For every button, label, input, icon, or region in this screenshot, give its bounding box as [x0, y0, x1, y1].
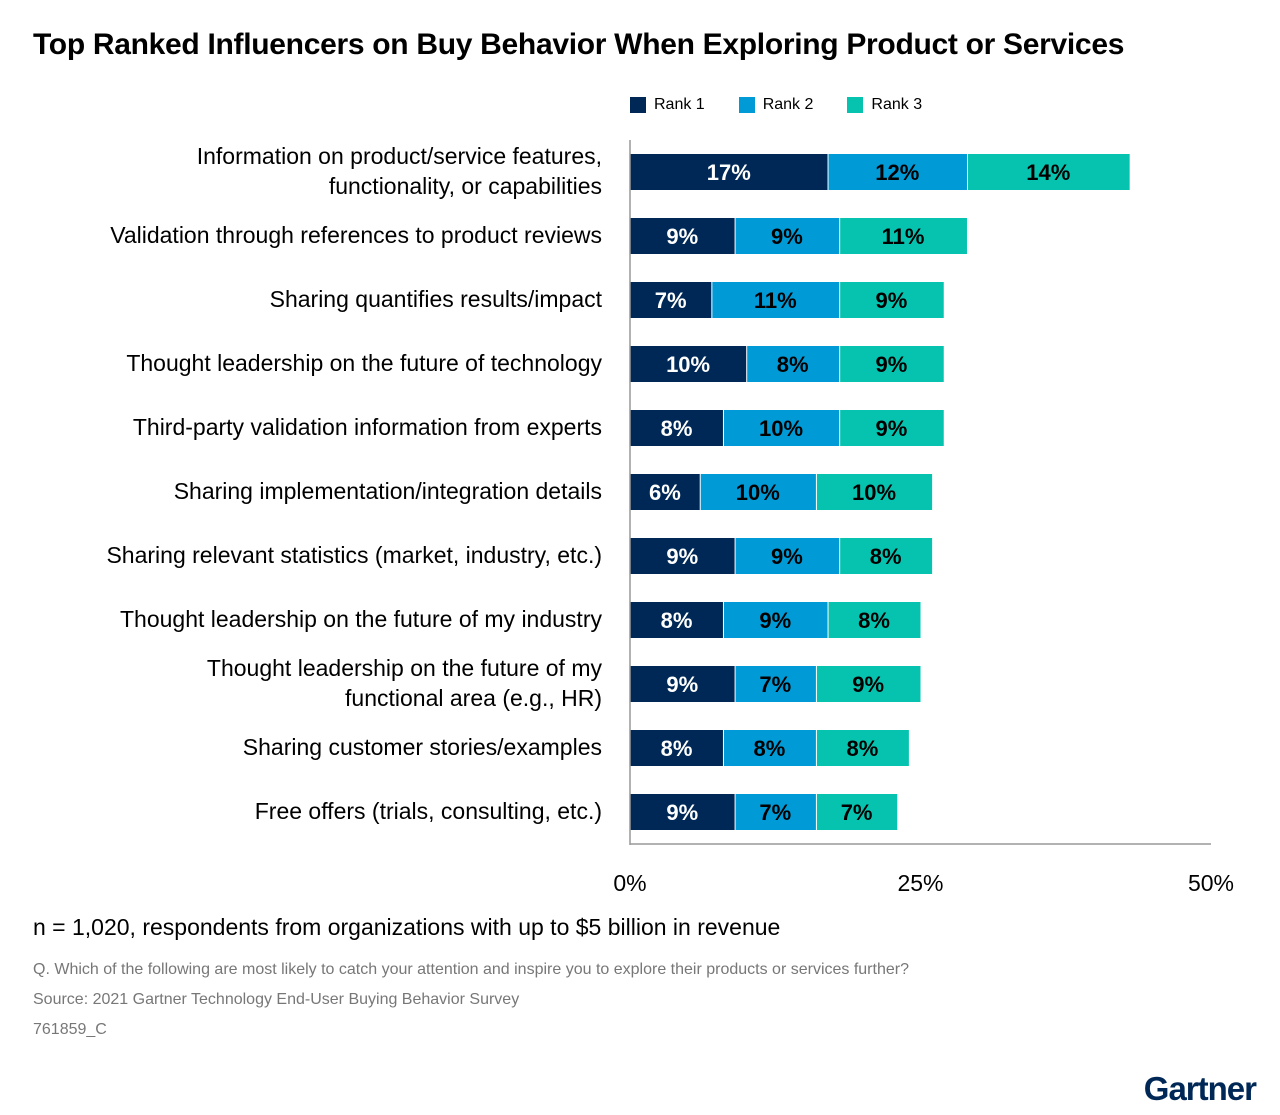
bar-segment	[723, 410, 840, 446]
x-tick-label: 50%	[1188, 870, 1234, 896]
category-label: Sharing relevant statistics (market, ind…	[106, 542, 602, 568]
gartner-logo: Gartner	[1143, 1070, 1257, 1107]
data-label: 8%	[661, 416, 693, 441]
legend-swatch	[630, 97, 646, 113]
bar-chart: Information on product/service features,…	[106, 140, 1234, 896]
bar-segment	[735, 538, 840, 574]
data-label: 8%	[661, 608, 693, 633]
category-label: Thought leadership on the future of my	[207, 655, 603, 681]
bar-segment	[828, 602, 921, 638]
category-label: Sharing quantifies results/impact	[270, 286, 603, 312]
data-label: 9%	[666, 672, 698, 697]
data-label: 9%	[876, 288, 908, 313]
bar-segment	[630, 794, 735, 830]
bar-segment	[723, 730, 816, 766]
bar-segment	[630, 218, 735, 254]
legend: Rank 1 Rank 2 Rank 3	[630, 96, 922, 114]
bar-segment	[700, 474, 816, 510]
data-label: 7%	[655, 288, 687, 313]
legend-swatch	[847, 97, 864, 113]
data-label: 8%	[858, 608, 890, 633]
category-label: Thought leadership on the future of tech…	[126, 350, 602, 376]
survey-question: Q. Which of the following are most likel…	[33, 961, 909, 978]
bar-segment	[630, 154, 828, 190]
bar-segment	[816, 794, 898, 830]
category-label: Free offers (trials, consulting, etc.)	[255, 798, 602, 824]
data-label: 8%	[847, 736, 879, 761]
data-label: 17%	[707, 160, 751, 185]
data-label: 9%	[852, 672, 884, 697]
bar-segment	[816, 666, 921, 702]
data-label: 6%	[649, 480, 681, 505]
data-label: 7%	[759, 800, 791, 825]
bar-segment	[840, 282, 944, 318]
data-label: 9%	[771, 224, 803, 249]
data-label: 11%	[882, 224, 925, 249]
data-label: 10%	[852, 480, 896, 505]
bar-segment	[747, 346, 840, 382]
bar-segment	[630, 538, 735, 574]
bar-segment	[840, 410, 944, 446]
bar-segment	[630, 410, 723, 446]
data-label: 10%	[759, 416, 803, 441]
bar-segment	[630, 666, 735, 702]
bar-segment	[735, 794, 816, 830]
legend-swatch	[738, 97, 755, 113]
bar-segment	[816, 730, 909, 766]
bar-segment	[735, 218, 840, 254]
category-label: Information on product/service features,	[197, 143, 602, 169]
data-label: 10%	[736, 480, 780, 505]
bar-segment	[840, 538, 933, 574]
data-label: 11%	[754, 288, 797, 313]
bar-segment	[630, 730, 723, 766]
category-label: functional area (e.g., HR)	[345, 685, 602, 711]
bar-segment	[630, 602, 723, 638]
category-label: Sharing implementation/integration detai…	[174, 478, 602, 504]
bar-segment	[840, 346, 944, 382]
bar-segment	[630, 282, 712, 318]
bar-segment	[828, 154, 967, 190]
bar-segment	[723, 602, 828, 638]
x-tick-label: 25%	[897, 870, 943, 896]
data-label: 9%	[666, 224, 698, 249]
data-label: 9%	[666, 544, 698, 569]
sample-note: n = 1,020, respondents from organization…	[33, 914, 781, 940]
figure-code: 761859_C	[33, 1021, 107, 1038]
data-label: 14%	[1026, 160, 1070, 185]
data-label: 9%	[759, 608, 791, 633]
data-label: 8%	[754, 736, 786, 761]
source-note: Source: 2021 Gartner Technology End-User…	[33, 991, 520, 1008]
bar-segment	[967, 154, 1130, 190]
chart-title: Top Ranked Influencers on Buy Behavior W…	[33, 28, 1125, 61]
data-label: 12%	[875, 160, 919, 185]
data-label: 7%	[841, 800, 873, 825]
category-label: Sharing customer stories/examples	[243, 734, 602, 760]
data-label: 9%	[876, 416, 908, 441]
legend-item-rank-1: Rank 1	[630, 96, 705, 114]
data-label: 9%	[666, 800, 698, 825]
x-tick-label: 0%	[613, 870, 646, 896]
data-label: 8%	[661, 736, 693, 761]
category-label: Thought leadership on the future of my i…	[120, 606, 603, 632]
legend-label: Rank 2	[762, 96, 814, 113]
legend-label: Rank 1	[654, 96, 705, 113]
data-label: 9%	[876, 352, 908, 377]
data-label: 8%	[870, 544, 902, 569]
data-label: 9%	[771, 544, 803, 569]
bar-segment	[840, 218, 967, 254]
data-label: 7%	[759, 672, 791, 697]
category-label: Third-party validation information from …	[133, 414, 602, 440]
data-label: 10%	[666, 352, 710, 377]
legend-item-rank-3: Rank 3	[847, 96, 922, 114]
bar-segment	[816, 474, 933, 510]
legend-label: Rank 3	[871, 96, 923, 113]
legend-item-rank-2: Rank 2	[738, 96, 814, 114]
bar-segment	[630, 474, 700, 510]
bar-segment	[630, 346, 747, 382]
data-label: 8%	[777, 352, 809, 377]
bar-segment	[735, 666, 816, 702]
bar-segment	[712, 282, 840, 318]
category-label: functionality, or capabilities	[329, 173, 602, 199]
category-label: Validation through references to product…	[110, 222, 602, 248]
